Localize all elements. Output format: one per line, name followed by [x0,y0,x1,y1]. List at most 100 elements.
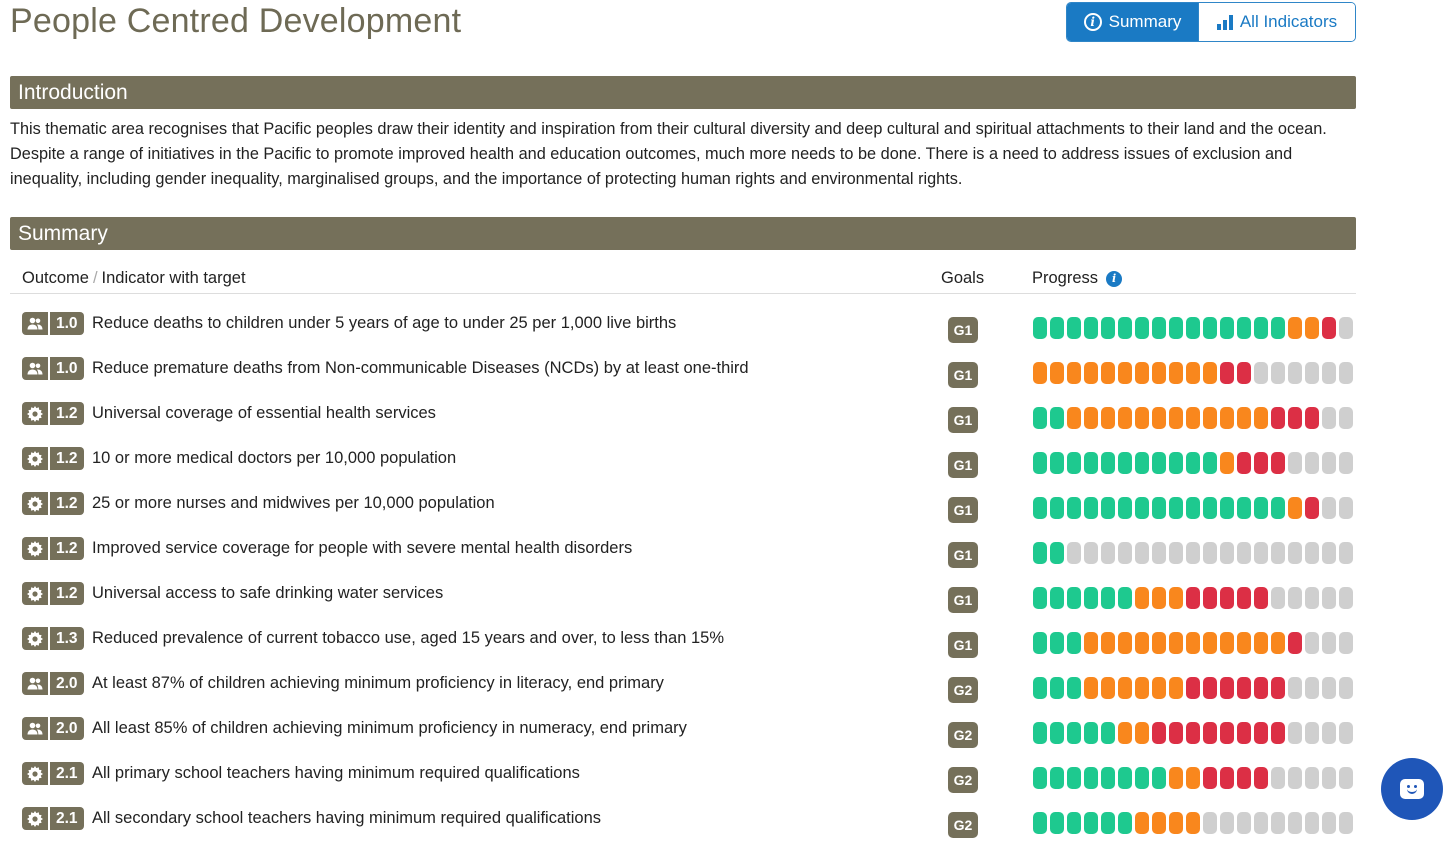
progress-segment [1033,317,1047,339]
progress-segment [1254,497,1268,519]
progress-segment [1152,767,1166,789]
progress-segment [1339,632,1353,654]
progress-segment [1305,362,1319,384]
progress-segment [1220,452,1234,474]
progress-segment [1203,362,1217,384]
goal-badge: G2 [948,677,978,703]
progress-segment [1067,362,1081,384]
progress-segment [1322,452,1336,474]
table-row[interactable]: 2.1 All primary school teachers having mi… [10,762,1356,807]
progress-bar [1033,407,1353,429]
indicator-text[interactable]: At least 87% of children achieving minim… [92,674,664,692]
progress-segment [1186,812,1200,834]
progress-segment [1186,452,1200,474]
table-row[interactable]: 1.2 Improved service coverage for people … [10,537,1356,582]
outcome-badge: 1.2 [22,582,84,605]
table-row[interactable]: 2.1 All secondary school teachers having … [10,807,1356,852]
progress-segment [1220,677,1234,699]
progress-segment [1169,497,1183,519]
progress-segment [1101,632,1115,654]
progress-segment [1203,677,1217,699]
introduction-header-label: Introduction [18,80,128,104]
progress-segment [1067,677,1081,699]
table-row[interactable]: 1.3 Reduced prevalence of current tobacco… [10,627,1356,672]
outcome-badge: 1.2 [22,447,84,470]
indicator-text[interactable]: All least 85% of children achieving mini… [92,719,687,737]
table-row[interactable]: 2.0 At least 87% of children achieving mi… [10,672,1356,717]
goal-badge: G1 [948,317,978,343]
indicator-text[interactable]: 10 or more medical doctors per 10,000 po… [92,449,457,467]
progress-segment [1339,722,1353,744]
outcome-badge: 1.2 [22,402,84,425]
table-row[interactable]: 1.0 Reduce premature deaths from Non-comm… [10,357,1356,402]
progress-segment [1220,722,1234,744]
indicator-text[interactable]: All secondary school teachers having min… [92,809,602,827]
progress-segment [1084,632,1098,654]
progress-segment [1084,767,1098,789]
indicator-text[interactable]: Reduce deaths to children under 5 years … [92,314,677,332]
progress-info-icon[interactable]: i [1106,270,1123,287]
progress-segment [1271,587,1285,609]
progress-segment [1135,362,1149,384]
progress-segment [1084,497,1098,519]
progress-segment [1101,362,1115,384]
progress-segment [1152,542,1166,564]
table-row[interactable]: 1.2 Universal coverage of essential healt… [10,402,1356,447]
progress-segment [1186,767,1200,789]
progress-segment [1084,722,1098,744]
progress-segment [1135,767,1149,789]
progress-segment [1067,587,1081,609]
progress-segment [1169,362,1183,384]
indicator-text[interactable]: Universal access to safe drinking water … [92,584,444,602]
indicator-text[interactable]: All primary school teachers having minim… [92,764,580,782]
table-row[interactable]: 1.2 25 or more nurses and midwives per 10… [10,492,1356,537]
outcome-number: 2.1 [56,764,78,782]
summary-button[interactable]: i Summary [1067,3,1198,41]
progress-segment [1271,452,1285,474]
view-toggle: i Summary All Indicators [1066,2,1356,42]
table-row[interactable]: 1.2 10 or more medical doctors per 10,000… [10,447,1356,492]
progress-segment [1254,452,1268,474]
progress-segment [1152,722,1166,744]
progress-segment [1135,497,1149,519]
column-goals: Goals [941,269,985,287]
progress-segment [1050,587,1064,609]
progress-segment [1033,452,1047,474]
table-row[interactable]: 2.0 All least 85% of children achieving m… [10,717,1356,762]
goal-badge: G1 [948,407,978,433]
progress-segment [1271,767,1285,789]
progress-segment [1288,812,1302,834]
progress-segment [1067,407,1081,429]
progress-segment [1305,587,1319,609]
table-row[interactable]: 1.2 Universal access to safe drinking wat… [10,582,1356,627]
progress-segment [1186,407,1200,429]
indicator-text[interactable]: 25 or more nurses and midwives per 10,00… [92,494,495,512]
column-indicator-label: Indicator with target [101,269,246,287]
progress-segment [1271,677,1285,699]
progress-segment [1033,407,1047,429]
all-indicators-button[interactable]: All Indicators [1198,3,1355,41]
indicator-text[interactable]: Reduced prevalence of current tobacco us… [92,629,724,647]
indicator-text[interactable]: Reduce premature deaths from Non-communi… [92,359,749,377]
progress-segment [1084,362,1098,384]
goal-badge: G2 [948,767,978,793]
progress-segment [1271,632,1285,654]
progress-bar [1033,677,1353,699]
progress-segment [1288,632,1302,654]
progress-segment [1271,497,1285,519]
progress-segment [1254,632,1268,654]
progress-segment [1169,767,1183,789]
progress-segment [1050,767,1064,789]
progress-segment [1152,587,1166,609]
progress-segment [1339,317,1353,339]
progress-segment [1118,542,1132,564]
progress-segment [1033,587,1047,609]
indicator-text[interactable]: Improved service coverage for people wit… [92,539,633,557]
progress-segment [1152,497,1166,519]
chat-button[interactable] [1381,758,1443,820]
table-row[interactable]: 1.0 Reduce deaths to children under 5 yea… [10,312,1356,357]
progress-segment [1220,317,1234,339]
indicator-text[interactable]: Universal coverage of essential health s… [92,404,436,422]
progress-segment [1288,722,1302,744]
progress-segment [1135,542,1149,564]
